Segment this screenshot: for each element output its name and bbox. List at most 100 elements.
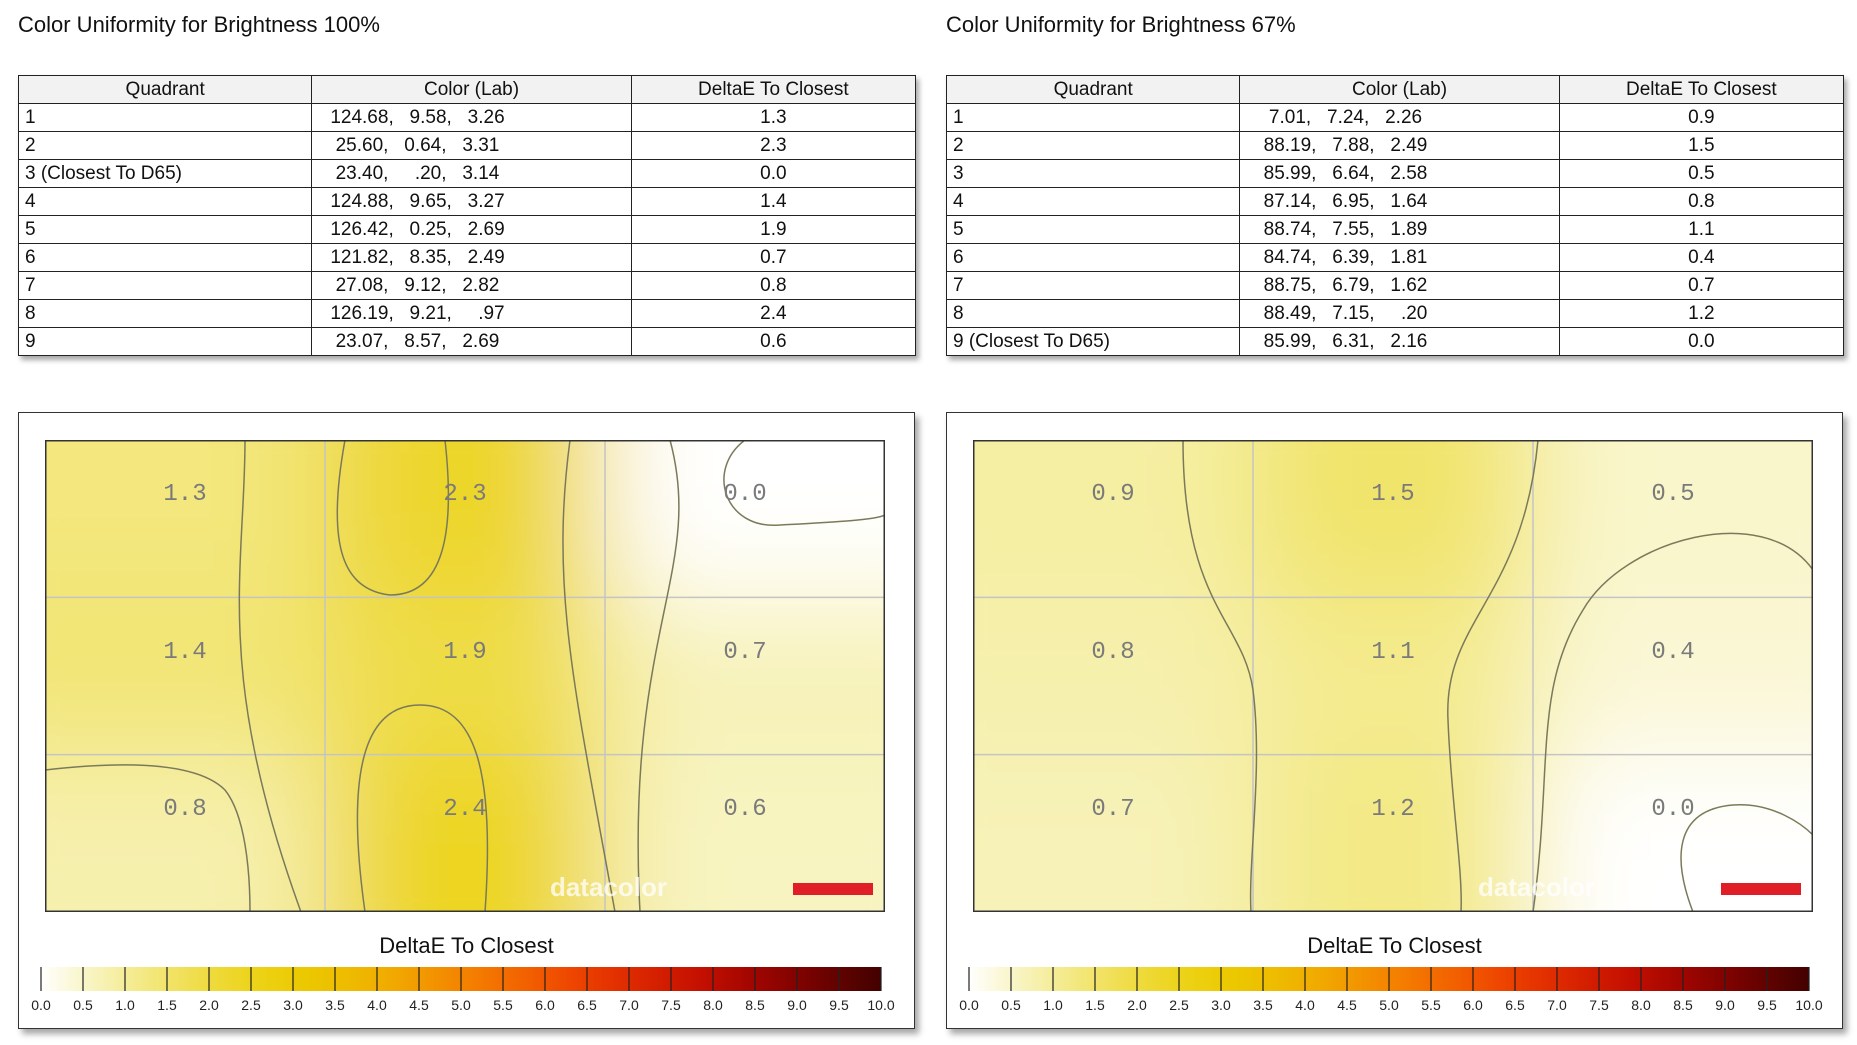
table-row: 2 88.19, 7.88, 2.49 1.5	[945, 131, 1845, 160]
heatmap-cell	[45, 597, 325, 755]
colorbar-tick-label: 9.5	[829, 997, 849, 1013]
colorbar-tick-label: 4.5	[409, 997, 429, 1013]
lab-cell: 121.82, 8.35, 2.49	[311, 243, 632, 272]
lab-cell: 124.88, 9.65, 3.27	[311, 187, 632, 216]
colorbar-tick-label: 2.5	[241, 997, 261, 1013]
contour-line	[1680, 804, 1813, 912]
colorbar: 0.0 0.5 1.0 1.5 2.0 2.5 3.0 3.5 4.0 4.5 5.0 5.5 6.0 6…	[959, 967, 1823, 1013]
quadrant-cell: 3	[945, 159, 1241, 188]
colorbar-tick-label: 1.5	[157, 997, 177, 1013]
heatmap-border	[973, 440, 1813, 912]
lab-cell: 126.19, 9.21, .97	[311, 299, 632, 328]
table-row: 4 87.14, 6.95, 1.64 0.8	[945, 187, 1845, 216]
colorbar-tick-label: 6.0	[1463, 997, 1483, 1013]
deltae-cell: 0.0	[1558, 327, 1845, 356]
heatmap-cell	[973, 597, 1253, 755]
deltae-cell: 1.5	[1558, 131, 1845, 160]
datacolor-watermark: datacolor	[550, 872, 667, 902]
deltae-cell: 0.7	[630, 243, 917, 272]
colorbar-tick-label: 0.5	[1001, 997, 1021, 1013]
quadrant-cell: 9 (Closest To D65)	[945, 327, 1241, 356]
cell-value-label: 0.8	[1091, 639, 1134, 666]
colorbar-tick-label: 1.0	[1043, 997, 1063, 1013]
quadrant-cell: 6	[17, 243, 313, 272]
heatmap-cell	[605, 597, 885, 755]
heatmap-cell	[45, 754, 325, 912]
lab-cell: 23.07, 8.57, 2.69	[311, 327, 632, 356]
cell-value-label: 0.8	[163, 796, 206, 823]
heatmap-color-field	[45, 440, 885, 912]
colorbar: 0.0 0.5 1.0 1.5 2.0 2.5 3.0 3.5 4.0 4.5 5.0 5.5 6.0 6…	[31, 967, 895, 1013]
cell-value-label: 1.1	[1371, 639, 1414, 666]
colorbar-tick-label: 4.0	[367, 997, 387, 1013]
deltae-cell: 0.7	[1558, 271, 1845, 300]
colorbar-tick-label: 1.0	[115, 997, 135, 1013]
cell-value-label: 0.4	[1651, 639, 1694, 666]
section-title: Color Uniformity for Brightness 100%	[18, 12, 380, 37]
deltae-cell: 1.2	[1558, 299, 1845, 328]
lab-cell: 27.08, 9.12, 2.82	[311, 271, 632, 300]
contour-line	[1532, 532, 1813, 912]
table-row: 5 126.42, 0.25, 2.69 1.9	[17, 215, 917, 244]
table-row: 4 124.88, 9.65, 3.27 1.4	[17, 187, 917, 216]
contour-line	[336, 440, 450, 596]
column-header-quadrant: Quadrant	[945, 75, 1241, 104]
table-row: 9 (Closest To D65) 85.99, 6.31, 2.16 0.0	[945, 327, 1845, 356]
quadrant-cell: 4	[17, 187, 313, 216]
lab-cell: 23.40, .20, 3.14	[311, 159, 632, 188]
deltae-cell: 1.1	[1558, 215, 1845, 244]
quadrant-table: Quadrant Color (Lab) DeltaE To Closest 1…	[17, 75, 917, 356]
contour-line	[637, 440, 680, 912]
quadrant-cell: 3 (Closest To D65)	[17, 159, 313, 188]
column-header-deltae: DeltaE To Closest	[630, 75, 917, 104]
table-row: 6 121.82, 8.35, 2.49 0.7	[17, 243, 917, 272]
red-indicator-bar	[1721, 883, 1801, 895]
heatmap-color-field	[973, 440, 1813, 912]
contour-line	[356, 704, 489, 912]
quadrant-cell: 8	[17, 299, 313, 328]
colorbar-tick-label: 8.5	[745, 997, 765, 1013]
colorbar-tick-label: 8.5	[1673, 997, 1693, 1013]
colorbar-tick-label: 4.0	[1295, 997, 1315, 1013]
table-row: 8 126.19, 9.21, .97 2.4	[17, 299, 917, 328]
quadrant-cell: 6	[945, 243, 1241, 272]
quadrant-table: Quadrant Color (Lab) DeltaE To Closest 1…	[945, 75, 1845, 356]
contour-line	[45, 764, 251, 912]
table-row: 8 88.49, 7.15, .20 1.2	[945, 299, 1845, 328]
deltae-cell: 0.0	[630, 159, 917, 188]
colorbar-tick-label: 9.5	[1757, 997, 1777, 1013]
heatmap-cell	[1533, 440, 1813, 598]
cell-value-label: 0.9	[1091, 481, 1134, 508]
deltae-cell: 1.9	[630, 215, 917, 244]
lab-cell: 124.68, 9.58, 3.26	[311, 103, 632, 132]
colorbar-tick-label: 5.5	[493, 997, 513, 1013]
table-row: 1 7.01, 7.24, 2.26 0.9	[945, 103, 1845, 132]
cell-value-label: 1.3	[163, 481, 206, 508]
colorbar-tick-label: 0.5	[73, 997, 93, 1013]
heatmap-cell	[973, 440, 1253, 598]
colorbar-tick-label: 5.5	[1421, 997, 1441, 1013]
colorbar-tick-label: 10.0	[1795, 997, 1822, 1013]
colorbar-tick-label: 10.0	[867, 997, 894, 1013]
lab-cell: 88.74, 7.55, 1.89	[1239, 215, 1560, 244]
table-row: 7 88.75, 6.79, 1.62 0.7	[945, 271, 1845, 300]
heatmap-cell	[973, 754, 1253, 912]
heatmap-cell	[325, 440, 605, 598]
cell-value-label: 2.4	[443, 796, 486, 823]
colorbar-tick-label: 1.5	[1085, 997, 1105, 1013]
deltae-cell: 0.8	[1558, 187, 1845, 216]
table-row: 3 85.99, 6.64, 2.58 0.5	[945, 159, 1845, 188]
colorbar-tick-label: 2.0	[199, 997, 219, 1013]
column-header-quadrant: Quadrant	[17, 75, 313, 104]
table-row: 3 (Closest To D65) 23.40, .20, 3.14 0.0	[17, 159, 917, 188]
lab-cell: 88.49, 7.15, .20	[1239, 299, 1560, 328]
quadrant-cell: 7	[945, 271, 1241, 300]
cell-value-label: 0.5	[1651, 481, 1694, 508]
deltae-cell: 1.4	[630, 187, 917, 216]
deltae-cell: 1.3	[630, 103, 917, 132]
heatmap-chart-panel: 0.9 1.5 0.5 0.8 1.1 0.4 0.7 1.2 0.0 datacolor Del…	[946, 412, 1843, 1029]
colorbar-tick-label: 7.0	[619, 997, 639, 1013]
lab-cell: 87.14, 6.95, 1.64	[1239, 187, 1560, 216]
cell-value-label: 1.2	[1371, 796, 1414, 823]
colorbar-title: DeltaE To Closest	[1307, 933, 1482, 958]
